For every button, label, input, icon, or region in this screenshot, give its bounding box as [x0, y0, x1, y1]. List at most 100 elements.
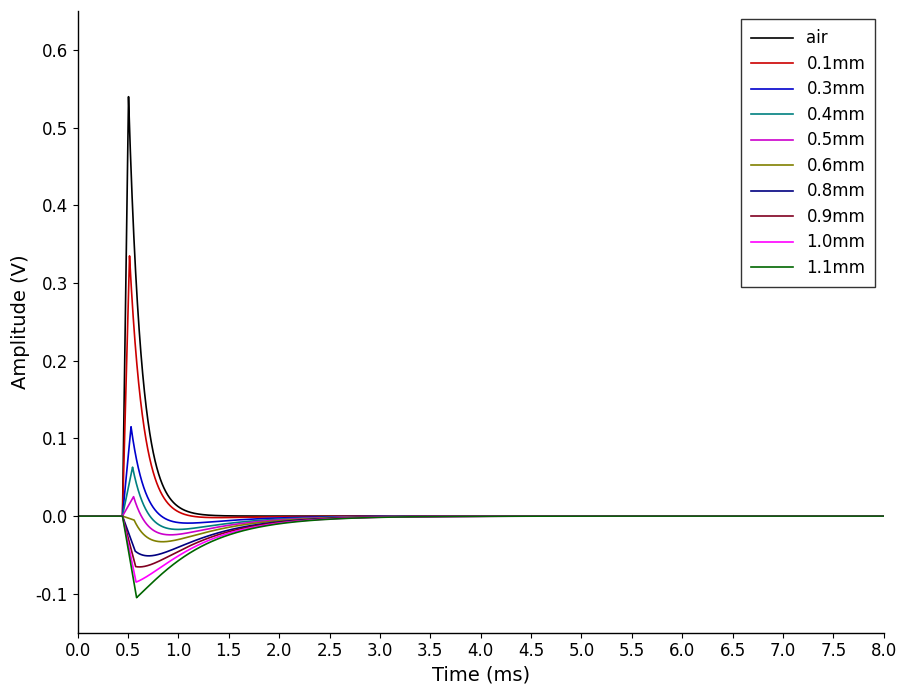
1.0mm [788, 512, 799, 520]
0.4mm [73, 512, 84, 520]
0.4mm [715, 512, 725, 520]
0.4mm [878, 512, 889, 520]
0.9mm [788, 512, 799, 520]
1.0mm [715, 512, 725, 520]
0.3mm [788, 512, 799, 520]
0.6mm [788, 512, 799, 520]
air [153, 466, 163, 475]
0.5mm [846, 512, 857, 520]
0.3mm [73, 512, 84, 520]
0.3mm [125, 422, 136, 431]
Line: air: air [78, 97, 883, 516]
1.1mm [131, 594, 142, 602]
0.9mm [878, 512, 889, 520]
1.0mm [734, 512, 745, 520]
0.3mm [846, 512, 857, 520]
Line: 0.3mm: 0.3mm [78, 427, 883, 523]
0.9mm [734, 512, 745, 520]
air [715, 512, 725, 520]
Y-axis label: Amplitude (V): Amplitude (V) [11, 255, 30, 389]
0.5mm [153, 528, 163, 537]
0.3mm [715, 512, 725, 520]
0.1mm [73, 512, 84, 520]
0.6mm [734, 512, 745, 520]
0.8mm [715, 512, 725, 520]
0.6mm [157, 537, 168, 546]
0.4mm [846, 512, 857, 520]
0.3mm [734, 512, 745, 520]
0.5mm [73, 512, 84, 520]
0.1mm [124, 252, 135, 260]
0.4mm [173, 525, 183, 534]
air [734, 512, 745, 520]
1.1mm [734, 512, 745, 520]
Line: 0.1mm: 0.1mm [78, 256, 883, 518]
0.5mm [788, 512, 799, 520]
0.3mm [153, 509, 163, 517]
1.0mm [73, 512, 84, 520]
1.0mm [153, 565, 163, 574]
Legend: air, 0.1mm, 0.3mm, 0.4mm, 0.5mm, 0.6mm, 0.8mm, 0.9mm, 1.0mm, 1.1mm: air, 0.1mm, 0.3mm, 0.4mm, 0.5mm, 0.6mm, … [742, 19, 875, 287]
0.8mm [788, 512, 799, 520]
0.9mm [73, 512, 84, 520]
X-axis label: Time (ms): Time (ms) [431, 666, 529, 685]
1.0mm [846, 512, 857, 520]
0.6mm [276, 516, 287, 525]
0.8mm [276, 517, 287, 525]
0.6mm [846, 512, 857, 520]
0.9mm [715, 512, 725, 520]
1.1mm [153, 574, 163, 582]
0.1mm [734, 512, 745, 520]
0.5mm [878, 512, 889, 520]
0.6mm [153, 537, 163, 546]
0.5mm [715, 512, 725, 520]
0.1mm [153, 481, 163, 489]
0.5mm [734, 512, 745, 520]
0.5mm [276, 516, 287, 524]
air [788, 512, 799, 520]
Line: 1.0mm: 1.0mm [78, 516, 883, 582]
0.1mm [788, 512, 799, 520]
1.1mm [276, 519, 287, 528]
Line: 0.5mm: 0.5mm [78, 497, 883, 535]
1.1mm [788, 512, 799, 520]
0.1mm [276, 512, 287, 521]
Line: 0.8mm: 0.8mm [78, 516, 883, 556]
0.8mm [878, 512, 889, 520]
1.0mm [131, 578, 142, 586]
air [276, 512, 287, 520]
0.9mm [846, 512, 857, 520]
0.8mm [153, 551, 163, 559]
0.8mm [143, 552, 154, 560]
1.0mm [878, 512, 889, 520]
0.5mm [165, 530, 176, 539]
1.1mm [846, 512, 857, 520]
0.6mm [73, 512, 84, 520]
1.1mm [715, 512, 725, 520]
air [846, 512, 857, 520]
0.1mm [715, 512, 725, 520]
0.8mm [73, 512, 84, 520]
0.3mm [276, 514, 287, 522]
Line: 0.4mm: 0.4mm [78, 467, 883, 530]
0.3mm [183, 519, 193, 528]
0.1mm [878, 512, 889, 520]
0.1mm [846, 512, 857, 520]
0.4mm [734, 512, 745, 520]
air [123, 93, 134, 101]
0.5mm [128, 493, 139, 501]
air [73, 512, 84, 520]
0.4mm [788, 512, 799, 520]
0.8mm [846, 512, 857, 520]
1.1mm [878, 512, 889, 520]
Line: 1.1mm: 1.1mm [78, 516, 883, 598]
0.6mm [878, 512, 889, 520]
1.0mm [276, 519, 287, 527]
0.6mm [715, 512, 725, 520]
0.4mm [153, 520, 163, 528]
0.9mm [276, 518, 287, 526]
0.3mm [878, 512, 889, 520]
air [878, 512, 889, 520]
Line: 0.6mm: 0.6mm [78, 516, 883, 541]
0.9mm [153, 557, 163, 566]
